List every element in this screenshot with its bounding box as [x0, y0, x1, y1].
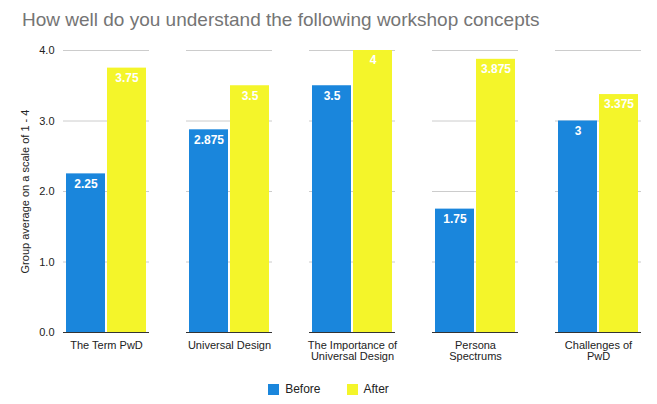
svg-text:1.75: 1.75 — [443, 212, 467, 226]
svg-text:3.5: 3.5 — [242, 89, 259, 103]
svg-text:Group average on a scale of 1: Group average on a scale of 1 - 4 — [19, 110, 31, 274]
svg-text:Challenges ofPwD: Challenges ofPwD — [565, 339, 633, 362]
svg-text:3.5: 3.5 — [324, 89, 341, 103]
html-text:How well do you understand the: How well do you understand the following… — [22, 9, 540, 30]
svg-text:1.0: 1.0 — [39, 256, 54, 268]
svg-text:3.75: 3.75 — [115, 71, 139, 85]
svg-text:0.0: 0.0 — [39, 326, 54, 338]
svg-text:4.0: 4.0 — [39, 44, 54, 56]
svg-text:3.375: 3.375 — [604, 97, 634, 111]
svg-text:Universal Design: Universal Design — [188, 339, 271, 351]
svg-text:2.875: 2.875 — [194, 133, 224, 147]
svg-text:3: 3 — [575, 124, 582, 138]
html-text:After: After — [363, 382, 389, 396]
svg-text:3.875: 3.875 — [481, 62, 511, 76]
svg-text:PersonaSpectrums: PersonaSpectrums — [449, 339, 502, 362]
svg-text:4: 4 — [370, 53, 377, 67]
svg-text:The Term PwD: The Term PwD — [70, 339, 143, 351]
html-text:Before: Before — [285, 382, 321, 396]
svg-text:The Importance ofUniversal Des: The Importance ofUniversal Design — [308, 339, 398, 362]
svg-text:2.0: 2.0 — [39, 185, 54, 197]
svg-text:3.0: 3.0 — [39, 115, 54, 127]
svg-text:2.25: 2.25 — [74, 177, 98, 191]
